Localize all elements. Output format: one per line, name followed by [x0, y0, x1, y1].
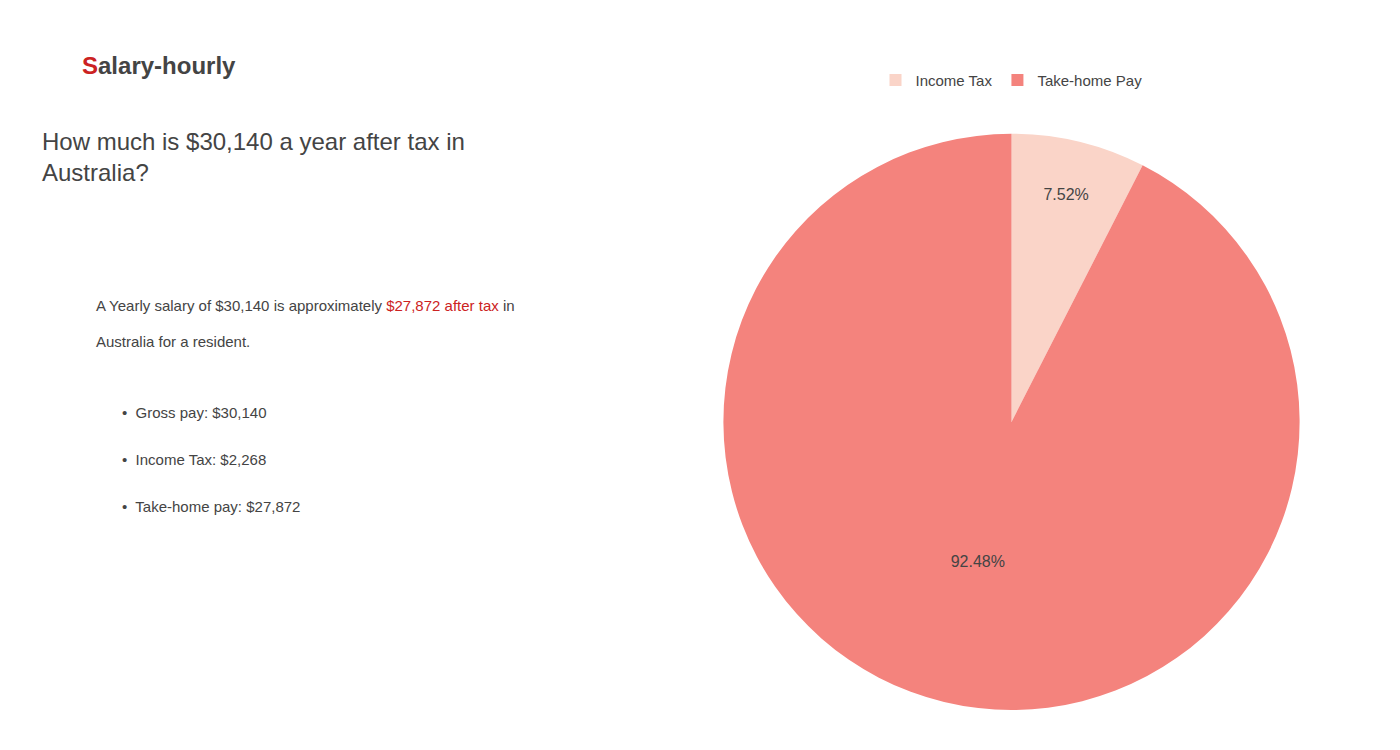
svg-text:92.48%: 92.48% — [951, 553, 1005, 570]
svg-text:• Income Tax: $2,268: • Income Tax: $2,268 — [122, 451, 266, 468]
svg-text:Income Tax: Income Tax — [916, 72, 993, 89]
svg-text:How much is $30,140 a year aft: How much is $30,140 a year after tax inA… — [42, 128, 465, 186]
svg-text:Salary-hourly: Salary-hourly — [82, 52, 236, 79]
svg-text:A Yearly salary of $30,140 is: A Yearly salary of $30,140 is approximat… — [96, 297, 515, 314]
svg-text:7.52%: 7.52% — [1043, 186, 1088, 203]
svg-text:Take-home Pay: Take-home Pay — [1037, 72, 1142, 89]
svg-text:• Take-home pay: $27,872: • Take-home pay: $27,872 — [122, 498, 300, 515]
svg-text:Australia for a resident.: Australia for a resident. — [96, 333, 250, 350]
svg-text:• Gross pay: $30,140: • Gross pay: $30,140 — [122, 404, 267, 421]
